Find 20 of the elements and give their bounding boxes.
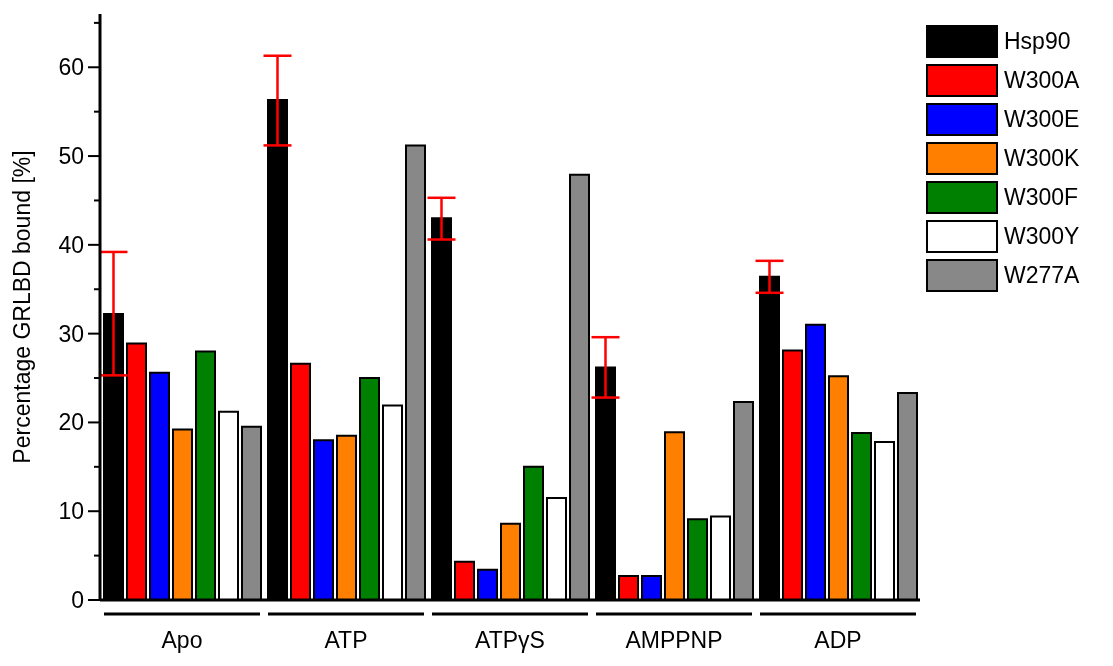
legend-label: W300Y: [1004, 223, 1080, 250]
y-tick-label: 10: [58, 498, 84, 525]
legend-label: W300F: [1004, 184, 1079, 211]
legend-label: W300A: [1004, 67, 1080, 94]
x-tick-label: Apo: [161, 627, 203, 653]
x-tick-label: ADP: [814, 627, 862, 653]
y-tick-label: 50: [58, 143, 84, 170]
x-tick-label: AMPPNP: [625, 627, 723, 653]
y-tick-label: 40: [58, 231, 84, 258]
y-tick-label: 30: [58, 320, 84, 347]
legend-label: Hsp90: [1004, 28, 1071, 55]
x-tick-label: ATP: [324, 627, 368, 653]
y-tick-label: 60: [58, 54, 84, 81]
legend-label: W277A: [1004, 262, 1080, 289]
legend-label: W300K: [1004, 145, 1080, 172]
y-tick-label: 20: [58, 409, 84, 436]
x-tick-label: ATPγS: [475, 627, 545, 653]
y-axis-title: Percentage GRLBD bound [%]: [9, 150, 36, 464]
y-tick-label: 0: [71, 587, 84, 613]
legend-label: W300E: [1004, 106, 1080, 133]
